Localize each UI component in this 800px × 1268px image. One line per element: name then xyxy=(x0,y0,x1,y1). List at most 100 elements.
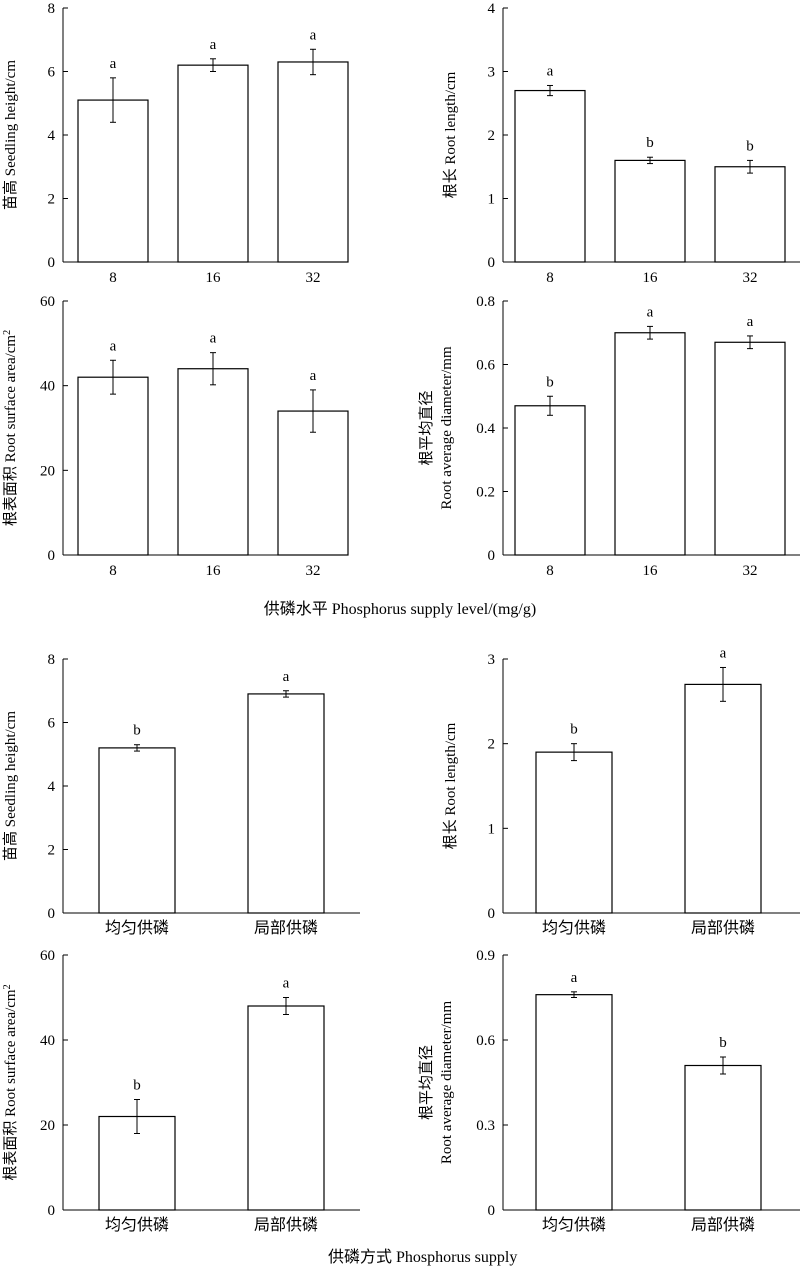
significance-letter: b xyxy=(646,135,654,151)
x-tick-label: 32 xyxy=(743,563,758,579)
y-tick-label: 60 xyxy=(40,948,55,964)
bar xyxy=(535,751,613,914)
y-tick-label: 6 xyxy=(48,65,56,81)
y-tick-label: 4 xyxy=(48,779,56,795)
x-tick-label: 16 xyxy=(206,563,222,579)
y-tick-label: 20 xyxy=(40,1118,55,1134)
y-tick-label: 4 xyxy=(488,1,496,17)
y-tick-label: 1 xyxy=(488,192,496,208)
x-tick-label: 局部供磷 xyxy=(691,919,755,937)
y-tick-label: 6 xyxy=(48,716,56,732)
y-tick-label: 0 xyxy=(48,906,56,922)
y-tick-label: 0 xyxy=(488,548,496,564)
x-tick-label: 局部供磷 xyxy=(254,919,318,937)
bar xyxy=(77,376,149,556)
significance-letter: a xyxy=(310,27,317,43)
x-axis-title-supply-level: 供磷水平 Phosphorus supply level/(mg/g) xyxy=(263,601,537,618)
y-tick-label: 20 xyxy=(40,463,55,479)
bar xyxy=(714,341,786,556)
significance-letter: b xyxy=(133,1078,141,1094)
y-axis-title: 苗高 Seedling height/cm xyxy=(2,711,19,861)
x-tick-label: 均匀供磷 xyxy=(105,1216,169,1234)
bar xyxy=(177,368,249,556)
bar xyxy=(535,994,613,1211)
significance-letter: a xyxy=(720,645,727,661)
bar xyxy=(684,683,762,914)
x-tick-label: 8 xyxy=(546,270,554,286)
y-tick-label: 0 xyxy=(488,906,496,922)
significance-letter: b xyxy=(746,138,754,154)
y-tick-label: 0.4 xyxy=(476,421,495,437)
y-tick-label: 0.6 xyxy=(476,358,495,374)
significance-letter: a xyxy=(310,368,317,384)
y-tick-label: 2 xyxy=(48,843,56,859)
bar xyxy=(247,1005,325,1211)
x-tick-label: 均匀供磷 xyxy=(105,919,169,937)
x-tick-label: 局部供磷 xyxy=(691,1216,755,1234)
x-tick-label: 均匀供磷 xyxy=(542,919,606,937)
y-tick-label: 8 xyxy=(48,1,56,17)
bar xyxy=(277,410,349,556)
y-axis-title: 根平均直径 xyxy=(418,1045,435,1120)
y-axis-title: 根平均直径 xyxy=(418,390,435,465)
y-tick-label: 0.6 xyxy=(476,1033,495,1049)
y-tick-label: 2 xyxy=(488,737,496,753)
x-tick-label: 8 xyxy=(109,563,117,579)
significance-letter: b xyxy=(719,1035,727,1051)
significance-letter: a xyxy=(283,976,290,992)
bar xyxy=(277,61,349,263)
y-tick-label: 40 xyxy=(40,1033,55,1049)
y-tick-label: 3 xyxy=(488,652,496,668)
x-tick-label: 16 xyxy=(643,270,659,286)
y-tick-label: 40 xyxy=(40,379,55,395)
y-axis-title: Root average diameter/mm xyxy=(439,1001,455,1165)
bar xyxy=(614,332,686,556)
x-tick-label: 8 xyxy=(109,270,117,286)
significance-letter: a xyxy=(547,63,554,79)
x-axis-title-supply-mode: 供磷方式 Phosphorus supply xyxy=(328,1249,518,1266)
y-tick-label: 4 xyxy=(48,128,56,144)
y-tick-label: 1 xyxy=(488,821,496,837)
significance-letter: a xyxy=(110,338,117,354)
y-tick-label: 2 xyxy=(488,128,496,144)
y-tick-label: 0.2 xyxy=(476,485,495,501)
y-tick-label: 60 xyxy=(40,294,55,310)
y-tick-label: 0.8 xyxy=(476,294,495,310)
y-tick-label: 0 xyxy=(48,1203,56,1219)
x-tick-label: 32 xyxy=(743,270,758,286)
significance-letter: b xyxy=(570,722,578,738)
y-tick-label: 0.9 xyxy=(476,948,495,964)
y-axis-title: 根表面积 Root surface area/cm2 xyxy=(2,330,20,526)
y-axis-title: 根长 Root length/cm xyxy=(442,722,459,849)
bar xyxy=(514,89,586,263)
x-tick-label: 16 xyxy=(206,270,222,286)
significance-letter: a xyxy=(647,304,654,320)
y-tick-label: 0 xyxy=(488,1203,496,1219)
significance-letter: b xyxy=(133,723,141,739)
bar xyxy=(684,1064,762,1211)
x-tick-label: 8 xyxy=(546,563,554,579)
significance-letter: a xyxy=(747,314,754,330)
significance-letter: a xyxy=(210,331,217,347)
x-tick-label: 均匀供磷 xyxy=(542,1216,606,1234)
bar xyxy=(614,159,686,263)
bar xyxy=(714,166,786,263)
y-axis-title: 根长 Root length/cm xyxy=(442,71,459,198)
y-tick-label: 0 xyxy=(48,548,56,564)
x-tick-label: 16 xyxy=(643,563,659,579)
y-tick-label: 3 xyxy=(488,65,496,81)
bar xyxy=(177,64,249,263)
y-tick-label: 2 xyxy=(48,192,56,208)
significance-letter: a xyxy=(571,970,578,986)
significance-letter: a xyxy=(283,669,290,685)
y-axis-title: 苗高 Seedling height/cm xyxy=(2,60,19,210)
x-tick-label: 局部供磷 xyxy=(254,1216,318,1234)
